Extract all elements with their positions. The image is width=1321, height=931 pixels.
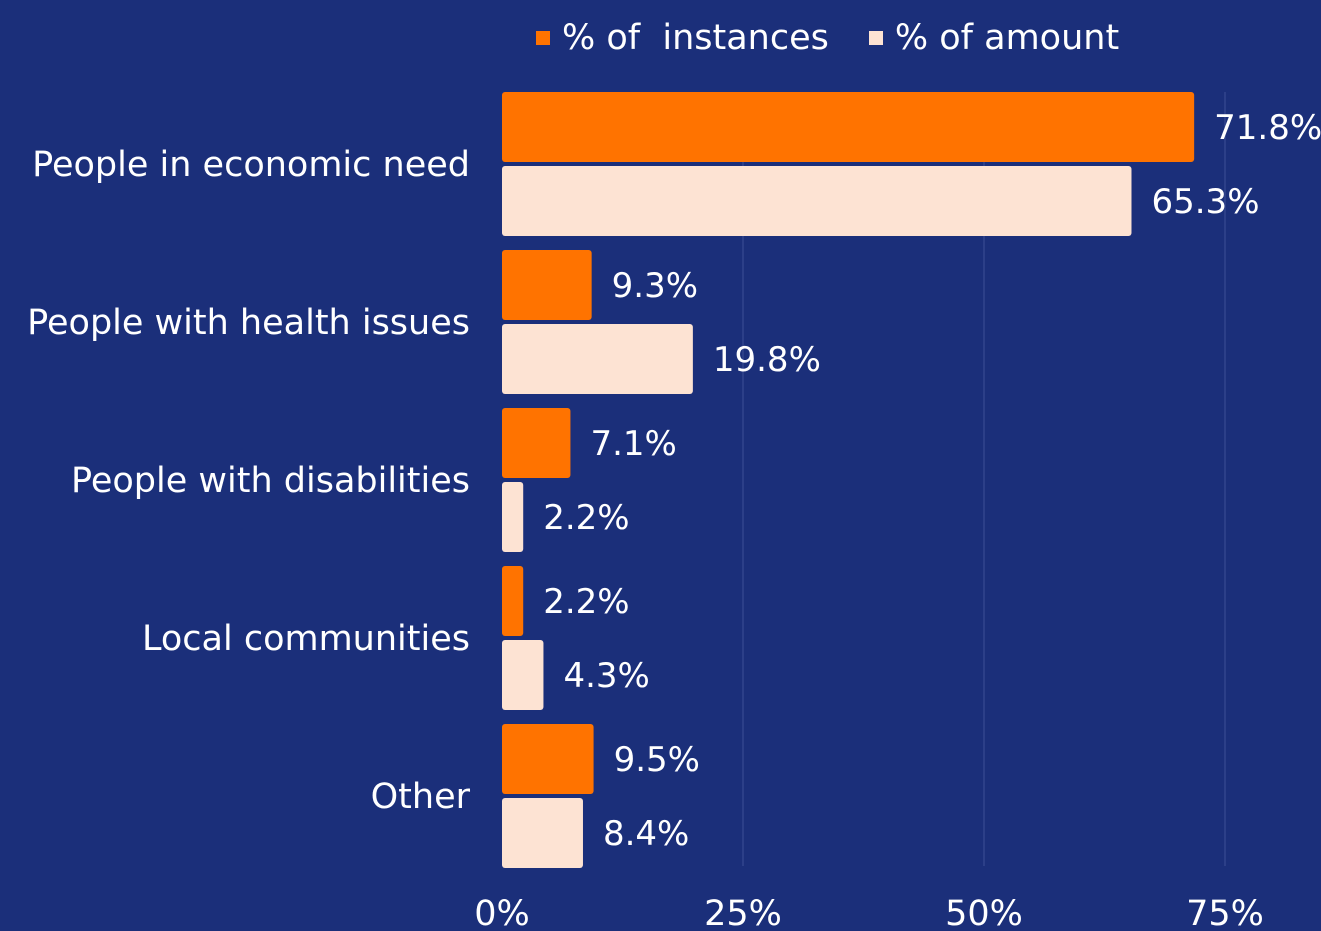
bar-amount-0 [502,166,1132,236]
category-label-4: Other [371,777,471,817]
bar-instances-3 [502,566,524,636]
data-label-instances-0: 71.8% [1214,108,1321,148]
legend-label-amount: % of amount [894,18,1120,58]
data-label-instances-1: 9.3% [612,266,698,306]
data-label-amount-0: 65.3% [1151,182,1259,222]
x-tick-label-75: 75% [1186,894,1264,931]
data-label-instances-2: 7.1% [590,424,676,464]
bar-instances-1 [502,250,592,320]
bar-amount-2 [502,482,524,552]
legend-item-amount: % of amount [868,18,1120,58]
data-label-amount-3: 4.3% [563,656,649,696]
x-tick-label-0: 0% [474,894,530,931]
category-label-0: People in economic need [32,145,470,185]
category-label-1: People with health issues [27,303,470,343]
legend-item-instances: % of instances [536,18,829,58]
bar-amount-1 [502,324,693,394]
legend-swatch-amount [868,31,883,45]
x-tick-label-25: 25% [704,894,782,931]
legend-swatch-instances [536,31,550,45]
data-label-instances-3: 2.2% [543,582,629,622]
data-label-amount-2: 2.2% [543,498,629,538]
bar-instances-4 [502,724,594,794]
bar-instances-2 [502,408,571,478]
bar-instances-0 [502,92,1195,162]
data-label-amount-1: 19.8% [713,340,821,380]
x-tick-label-50: 50% [945,894,1023,931]
bar-amount-4 [502,798,583,868]
legend: % of instances % of amount [536,18,1119,58]
bar-amount-3 [502,640,544,710]
category-label-3: Local communities [142,619,470,659]
data-label-instances-4: 9.5% [614,740,700,780]
category-label-2: People with disabilities [71,461,470,501]
legend-label-instances: % of instances [562,18,829,58]
data-label-amount-4: 8.4% [603,814,689,854]
